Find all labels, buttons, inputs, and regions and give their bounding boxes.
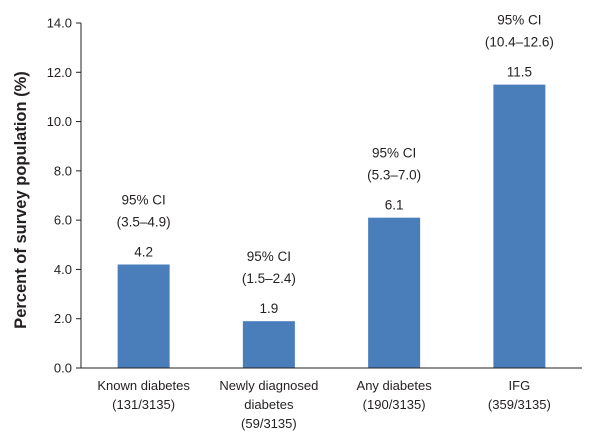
confidence-interval-label: (5.3–7.0) <box>367 168 421 183</box>
y-axis-label: Percent of survey population (%) <box>12 71 30 329</box>
y-tick-label: 8.0 <box>54 163 72 178</box>
confidence-interval-label: 95% CI <box>497 13 541 28</box>
x-category-label: (59/3135) <box>241 416 297 431</box>
bar <box>493 84 546 368</box>
bar-value-label: 4.2 <box>134 245 153 260</box>
y-tick-label: 2.0 <box>54 311 72 326</box>
category-label-group: Known diabetes (131/3135) Newly diagnosed d… <box>97 378 550 431</box>
bar-value-label: 6.1 <box>385 198 404 213</box>
x-category-label: Known diabetes <box>97 378 190 393</box>
x-category-label: (359/3135) <box>488 397 551 412</box>
confidence-interval-label: 95% CI <box>372 146 416 161</box>
bar-value-label: 1.9 <box>259 301 278 316</box>
bar-group <box>117 84 546 368</box>
x-category-label: (131/3135) <box>112 397 175 412</box>
bar <box>242 321 295 368</box>
confidence-interval-label: (1.5–2.4) <box>242 271 296 286</box>
label-group: 4.2 95% CI (3.5–4.9) 1.9 95% CI (1.5–2.4) 6.1 9… <box>117 13 554 317</box>
bar <box>117 264 170 368</box>
y-tick-label: 14.0 <box>47 16 72 31</box>
y-tick-label: 0.0 <box>54 361 72 376</box>
y-tick-label: 6.0 <box>54 213 72 228</box>
confidence-interval-label: (3.5–4.9) <box>117 215 171 230</box>
confidence-interval-label: (10.4–12.6) <box>485 35 554 50</box>
x-category-label: diabetes <box>244 397 294 412</box>
y-tick-label: 10.0 <box>47 114 72 129</box>
y-tick-group: 0.0 2.0 4.0 6.0 8.0 10.0 12.0 14.0 <box>47 16 81 376</box>
x-category-label: Newly diagnosed <box>219 378 318 393</box>
bar-value-label: 11.5 <box>507 65 532 80</box>
confidence-interval-label: 95% CI <box>121 193 165 208</box>
y-tick-label: 12.0 <box>47 65 72 80</box>
x-category-label: Any diabetes <box>357 378 433 393</box>
x-category-label: IFG <box>509 378 531 393</box>
bar <box>368 217 421 368</box>
confidence-interval-label: 95% CI <box>247 249 291 264</box>
y-tick-label: 4.0 <box>54 262 72 277</box>
x-category-label: (190/3135) <box>363 397 426 412</box>
